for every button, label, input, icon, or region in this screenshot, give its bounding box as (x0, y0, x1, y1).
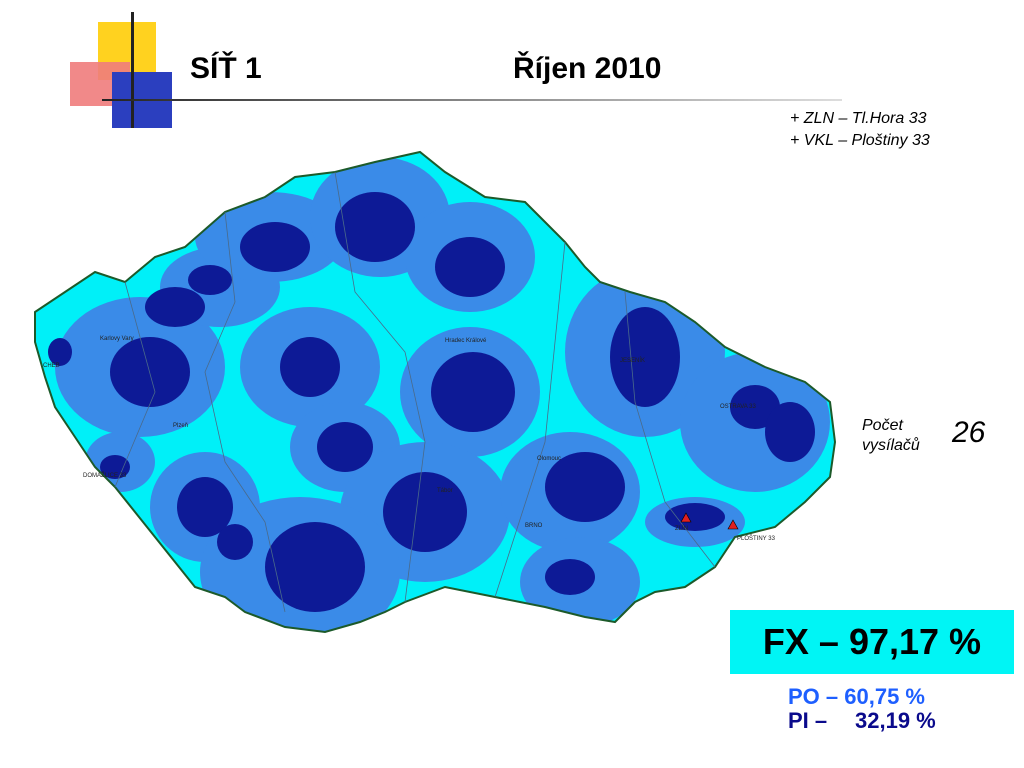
map-label-domazlice: DOMAŽLICE 33 (83, 471, 127, 479)
map-label-ostrava: OSTRAVA 33 (720, 404, 756, 410)
pi-coverage-value: 32,19 % (855, 708, 936, 733)
coverage-map: CHEB Karlovy Vary Plzeň DOMAŽLICE 33 Hra… (34, 150, 837, 634)
po-coverage-text: PO – 60,75 % (788, 684, 925, 709)
note-vkl: + VKL – Ploštiny 33 (790, 132, 930, 149)
map-label-jesenik: JESENÍK (620, 357, 645, 364)
transmitter-marker-zlin (680, 512, 692, 523)
transmitter-marker-plostiny (727, 519, 739, 530)
decor-horizontal-line (102, 99, 842, 101)
map-label-plzen: Plzeň (173, 423, 188, 429)
count-label-line1: Počet (862, 417, 903, 434)
note-zln: + ZLN – Tl.Hora 33 (790, 110, 927, 127)
transmitter-count-value: 26 (952, 416, 986, 449)
slide-date: Říjen 2010 (513, 52, 662, 85)
count-label-line2: vysílačů (862, 437, 920, 454)
pi-coverage (48, 192, 815, 612)
map-label-zlin: ZLÍN (675, 525, 688, 532)
map-label-hradec: Hradec Králové (445, 338, 487, 344)
decor-vertical-line (131, 12, 134, 128)
map-label-olomouc: Olomouc (537, 456, 561, 462)
region-borders (114, 171, 716, 613)
fx-coverage-text: FX – 97,17 % (762, 621, 982, 662)
map-label-cheb: CHEB (43, 363, 60, 369)
fx-coverage-box: FX – 97,17 % (730, 610, 1014, 674)
map-label-brno: BRNO (525, 523, 543, 529)
transmitter-count-label: Počet vysílačů (862, 416, 952, 456)
map-label-karlovy-vary: Karlovy Vary (100, 336, 134, 342)
map-label-tabor: Tábor (437, 488, 453, 494)
slide-title: SÍŤ 1 (190, 52, 262, 85)
pi-coverage-label: PI – (788, 708, 828, 733)
map-label-plostiny: PLOŠTINY 33 (737, 535, 776, 542)
country-border (34, 150, 837, 634)
pi-coverage-line: PI – (788, 708, 827, 734)
